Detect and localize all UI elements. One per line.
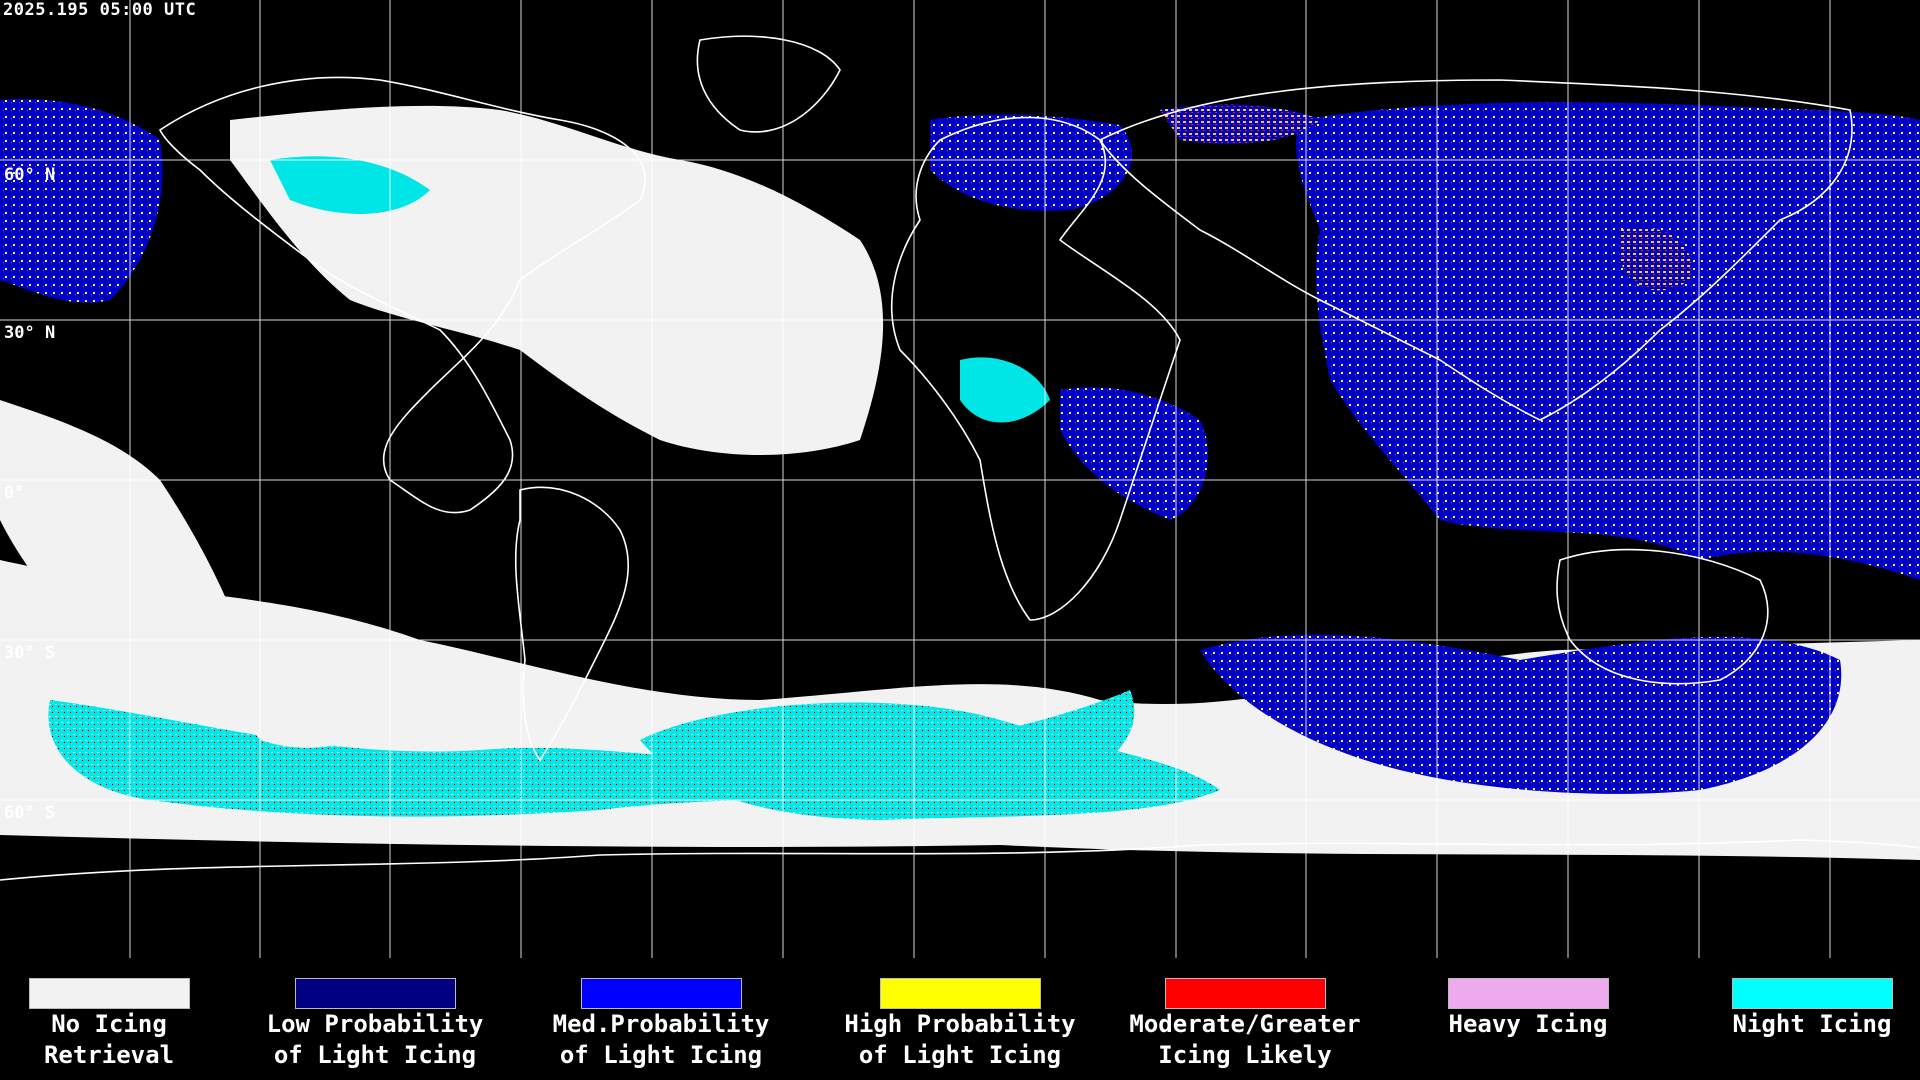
legend: No Icing Retrieval Low Probability of Li…: [0, 960, 1920, 1080]
coastline-europe-africa: [891, 116, 1181, 621]
coastline-north-america: [158, 76, 646, 514]
legend-label-line1: High Probability: [844, 1010, 1076, 1038]
lat-label-60s: 60° S: [4, 803, 56, 823]
legend-label-line2: Icing Likely: [1158, 1041, 1332, 1069]
night-icing-west-africa: [960, 357, 1050, 423]
icing-hotspot-siberia: [1160, 104, 1320, 144]
legend-item-moderate-greater: Moderate/Greater Icing Likely: [1115, 978, 1375, 1071]
legend-swatch: [294, 978, 456, 1009]
legend-item-heavy-icing: Heavy Icing: [1398, 978, 1658, 1040]
legend-swatch: [580, 978, 742, 1009]
coastline-south-america: [514, 486, 629, 762]
no-icing-south-pacific: [226, 600, 400, 748]
legend-item-night-icing: Night Icing: [1682, 978, 1920, 1040]
legend-label-line1: Med.Probability: [552, 1010, 770, 1038]
no-icing-east-pacific: [0, 400, 250, 671]
legend-label-line2: of Light Icing: [273, 1041, 477, 1069]
timestamp-label: 2025.195 05:00 UTC: [3, 0, 197, 20]
legend-item-low-probability: Low Probability of Light Icing: [245, 978, 505, 1071]
lat-label-equator: 0°: [4, 483, 25, 503]
legend-label-line2: Retrieval: [43, 1041, 175, 1069]
coastline-antarctica: [0, 839, 1920, 881]
legend-label-line1: No Icing: [51, 1010, 167, 1038]
legend-swatch: [28, 978, 190, 1009]
legend-label-line1: Heavy Icing: [1448, 1010, 1608, 1038]
coastline-australia: [1556, 548, 1769, 685]
lat-label-30n: 30° N: [4, 323, 56, 343]
legend-label-line2: of Light Icing: [858, 1041, 1062, 1069]
night-icing-south-atlantic: [640, 702, 1220, 820]
icing-field-southern-indian-ocean: [1200, 634, 1842, 794]
lat-label-60n: 60° N: [4, 165, 56, 185]
lat-lon-grid: [0, 0, 1920, 958]
icing-field-northeast-pacific: [0, 99, 163, 303]
icing-field-europe: [930, 114, 1132, 211]
legend-swatch: [879, 978, 1041, 1009]
legend-item-no-icing: No Icing Retrieval: [0, 978, 239, 1071]
icing-field-maritime-continent: [1060, 387, 1209, 520]
legend-item-med-probability: Med.Probability of Light Icing: [531, 978, 791, 1071]
legend-swatch: [1731, 978, 1893, 1009]
legend-swatch: [1447, 978, 1609, 1009]
legend-label-line2: of Light Icing: [559, 1041, 763, 1069]
legend-label-line1: Low Probability: [266, 1010, 484, 1038]
coastlines: [0, 35, 1920, 881]
legend-label-line1: Night Icing: [1732, 1010, 1892, 1038]
icing-map: 2025.195 05:00 UTC 60° N 30° N 0° 30° S …: [0, 0, 1920, 960]
legend-swatch: [1164, 978, 1326, 1009]
coastline-greenland: [696, 35, 841, 133]
coastline-asia: [1098, 79, 1853, 421]
icing-hotspot-east-asia: [1620, 227, 1692, 291]
icing-retrieval-fields: [0, 99, 1920, 860]
icing-field-asia: [1296, 102, 1920, 580]
legend-item-high-probability: High Probability of Light Icing: [830, 978, 1090, 1071]
map-canvas: [0, 0, 1920, 958]
lat-label-30s: 30° S: [4, 643, 56, 663]
legend-label-line1: Moderate/Greater: [1129, 1010, 1361, 1038]
